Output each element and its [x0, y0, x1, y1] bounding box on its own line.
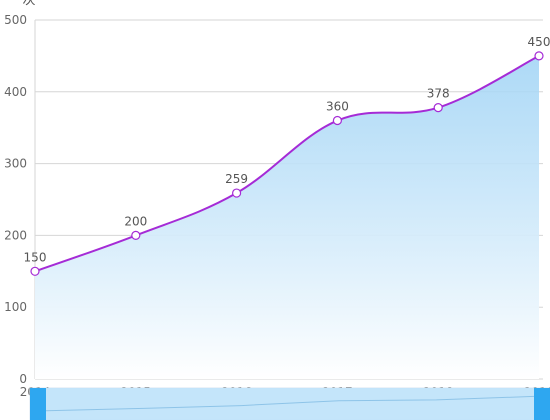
y-tick-labels: 0 100 200 300 400 500	[4, 13, 27, 386]
data-point[interactable]	[433, 102, 443, 113]
area-fill	[35, 55, 539, 380]
data-label: 360	[326, 100, 349, 114]
y-tick-label: 100	[4, 300, 27, 314]
zoom-slider-selection[interactable]	[30, 388, 550, 420]
data-label: 200	[124, 214, 147, 228]
data-label: 150	[24, 250, 47, 264]
y-tick-label: 0	[19, 372, 27, 386]
zoom-slider[interactable]	[29, 387, 550, 420]
data-point[interactable]	[131, 230, 141, 240]
area-fill-path	[35, 55, 539, 380]
zoom-slider-preview-line	[45, 395, 535, 412]
y-tick-label: 500	[4, 13, 27, 27]
data-point[interactable]	[332, 115, 342, 126]
data-point[interactable]	[534, 51, 544, 61]
series-line	[34, 55, 540, 273]
series-line-path	[34, 55, 540, 273]
y-tick-label: 200	[4, 228, 27, 242]
y-axis-label: 次	[22, 0, 35, 8]
data-point[interactable]	[30, 266, 40, 276]
data-label: 378	[427, 87, 450, 101]
data-label: 450	[528, 35, 550, 49]
zoom-slider-start-handle[interactable]	[30, 388, 46, 420]
data-point[interactable]	[232, 188, 242, 198]
data-markers	[30, 51, 544, 276]
zoom-slider-end-handle[interactable]	[534, 388, 550, 420]
y-tick-label: 400	[4, 85, 27, 99]
y-tick-label: 300	[4, 157, 27, 171]
data-labels: 150 200 259 360 378 450	[24, 35, 550, 264]
data-label: 259	[225, 172, 248, 186]
